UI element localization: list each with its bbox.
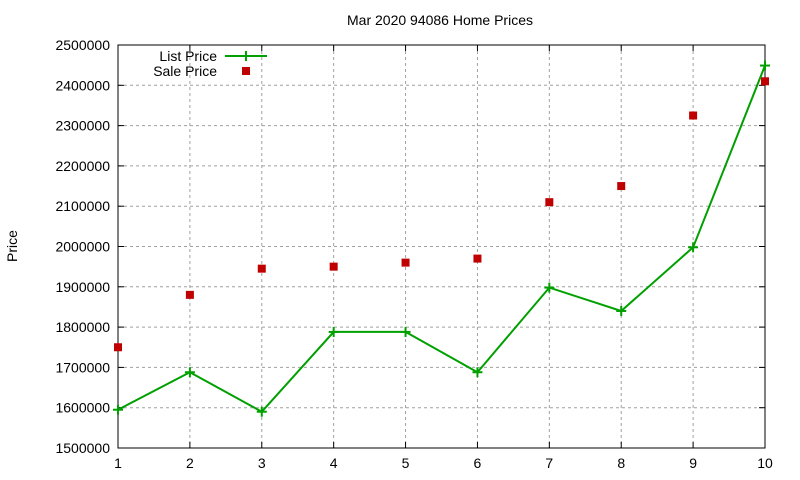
tick-labels: 1500000 1600000 1700000 1800000 1900000 20000…	[55, 37, 773, 471]
x-tick-label: 9	[689, 455, 697, 471]
x-tick-label: 10	[757, 455, 773, 471]
y-tick-label: 2500000	[55, 37, 110, 53]
data-series	[113, 60, 770, 417]
legend-label: Sale Price	[153, 63, 217, 79]
y-tick-label: 1600000	[55, 400, 110, 416]
x-tick-label: 4	[330, 455, 338, 471]
chart-title: Mar 2020 94086 Home Prices	[347, 12, 533, 28]
y-tick-label: 1900000	[55, 279, 110, 295]
x-tick-label: 6	[474, 455, 482, 471]
grid-lines	[118, 45, 765, 448]
x-tick-label: 7	[545, 455, 553, 471]
y-tick-label: 1800000	[55, 319, 110, 335]
y-tick-label: 2100000	[55, 198, 110, 214]
x-tick-label: 1	[114, 455, 122, 471]
x-tick-label: 2	[186, 455, 194, 471]
series-list-price	[113, 60, 770, 417]
x-tick-label: 3	[258, 455, 266, 471]
x-tick-label: 5	[402, 455, 410, 471]
y-tick-label: 1700000	[55, 359, 110, 375]
series-sale-price	[114, 77, 769, 352]
y-tick-label: 2400000	[55, 77, 110, 93]
y-tick-label: 2200000	[55, 158, 110, 174]
y-tick-label: 1500000	[55, 440, 110, 456]
axes	[117, 44, 766, 449]
x-tick-label: 8	[617, 455, 625, 471]
y-tick-label: 2300000	[55, 118, 110, 134]
legend-label: List Price	[159, 48, 217, 64]
y-tick-label: 2000000	[55, 239, 110, 255]
